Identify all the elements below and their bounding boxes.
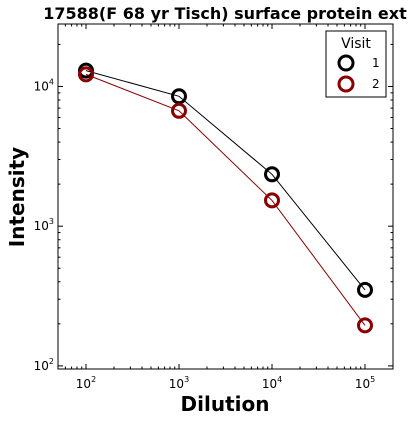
x-tick-label-exponent: 3 bbox=[184, 375, 189, 384]
x-axis-label: Dilution bbox=[181, 392, 270, 416]
x-tick-label-exponent: 4 bbox=[277, 375, 282, 384]
y-tick-label-exponent: 3 bbox=[49, 217, 54, 226]
y-tick-label-exponent: 4 bbox=[49, 77, 54, 86]
legend-label-series-2: 2 bbox=[372, 77, 380, 91]
x-tick-label: 105 bbox=[355, 375, 375, 391]
x-tick-label-base: 10 bbox=[355, 377, 370, 391]
x-tick-label-base: 10 bbox=[76, 377, 91, 391]
legend-marker-series-1 bbox=[337, 54, 355, 72]
x-tick-label: 104 bbox=[262, 375, 282, 391]
y-axis-label: Intensity bbox=[5, 147, 29, 247]
y-tick-label-base: 10 bbox=[34, 79, 49, 93]
plot-area bbox=[57, 23, 394, 370]
legend: Visit 1 2 bbox=[325, 30, 387, 98]
chart-title: 17588(F 68 yr Tisch) surface protein ext bbox=[43, 4, 407, 23]
series-1-point bbox=[357, 281, 373, 298]
series-2-point bbox=[357, 317, 373, 334]
x-tick-label-base: 10 bbox=[262, 377, 277, 391]
x-tick-label-base: 10 bbox=[169, 377, 184, 391]
y-tick-label: 103 bbox=[34, 217, 54, 233]
series-2-point bbox=[78, 66, 94, 83]
x-tick-label: 102 bbox=[76, 375, 96, 391]
legend-title: Visit bbox=[341, 36, 371, 52]
y-tick-label-base: 10 bbox=[34, 219, 49, 233]
y-tick-label-exponent: 2 bbox=[49, 357, 54, 366]
series-2-point bbox=[264, 192, 280, 209]
x-axis-ticks: 102 103 104 105 bbox=[57, 24, 394, 391]
x-tick-label-exponent: 2 bbox=[91, 375, 96, 384]
series-1-point bbox=[264, 166, 280, 183]
x-tick-label-exponent: 5 bbox=[370, 375, 375, 384]
series-2-line bbox=[85, 73, 366, 326]
y-tick-label: 102 bbox=[34, 357, 54, 373]
legend-box bbox=[325, 30, 387, 98]
x-tick-label: 103 bbox=[169, 375, 189, 391]
legend-label-series-1: 1 bbox=[372, 56, 380, 70]
series-2-point bbox=[171, 102, 187, 119]
series-1-line bbox=[85, 70, 366, 291]
series-layer bbox=[78, 62, 373, 334]
legend-marker-series-2 bbox=[337, 75, 355, 93]
y-tick-label-base: 10 bbox=[34, 359, 49, 373]
y-tick-label: 104 bbox=[34, 77, 54, 93]
